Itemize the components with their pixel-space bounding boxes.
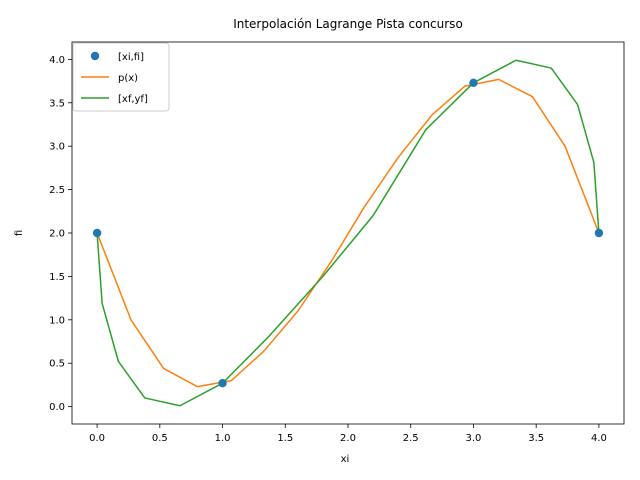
series-2-line — [96, 78, 600, 388]
chart-axes: 0.0 0.5 1.0 1.5 2.0 2.5 3.0 3.5 4.0 0.0 0.5 1.0 1.5 2… — [49, 41, 625, 444]
series-1-point — [594, 228, 604, 238]
legend-box — [72, 42, 170, 112]
legend-entry-1-swatch — [90, 51, 100, 61]
y-tick-label: 2.0 — [49, 229, 65, 240]
legend-entry-3-label: [xf,yf] — [118, 94, 148, 105]
y-tick-label: 1.0 — [49, 315, 65, 326]
y-tick-label: 2.5 — [49, 185, 65, 196]
x-tick-label: 0.0 — [89, 433, 105, 444]
x-axis-label: xi — [341, 454, 350, 465]
y-tick-label: 0.5 — [49, 359, 65, 370]
chart-title: Interpolación Lagrange Pista concurso — [233, 17, 463, 31]
legend-entry-2-label: p(x) — [118, 73, 138, 84]
x-tick-label: 1.5 — [277, 433, 293, 444]
y-tick-label: 3.0 — [49, 142, 65, 153]
x-tick-label: 3.5 — [528, 433, 544, 444]
y-tick-label: 1.5 — [49, 272, 65, 283]
chart-marks — [92, 59, 604, 407]
x-tick-label: 2.5 — [403, 433, 419, 444]
x-tick-label: 0.5 — [152, 433, 168, 444]
series-1-point — [92, 228, 102, 238]
series-1-point — [469, 78, 478, 88]
x-tick-label: 4.0 — [591, 433, 607, 444]
y-tick-label: 0.0 — [49, 402, 65, 413]
x-tick-label: 2.0 — [340, 433, 356, 444]
series-1-point — [218, 379, 227, 388]
legend: [xi,fi] p(x) [xf,yf] — [72, 42, 170, 112]
series-3-line — [96, 59, 600, 407]
y-axis-label: fi — [14, 230, 25, 236]
y-tick-label: 3.5 — [49, 98, 65, 109]
x-tick-label: 3.0 — [466, 433, 482, 444]
x-tick-label: 1.0 — [215, 433, 231, 444]
legend-entry-1-label: [xi,fi] — [118, 52, 144, 63]
y-tick-label: 4.0 — [49, 55, 65, 66]
